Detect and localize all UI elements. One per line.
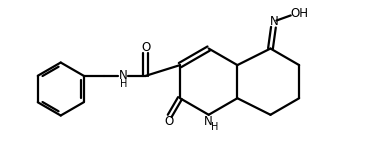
Text: O: O [141, 41, 151, 54]
Text: H: H [120, 79, 127, 89]
Text: OH: OH [290, 7, 308, 20]
Text: N: N [269, 15, 278, 28]
Text: O: O [165, 115, 174, 128]
Text: N: N [204, 115, 212, 128]
Text: H: H [210, 122, 218, 132]
Text: N: N [118, 68, 127, 81]
